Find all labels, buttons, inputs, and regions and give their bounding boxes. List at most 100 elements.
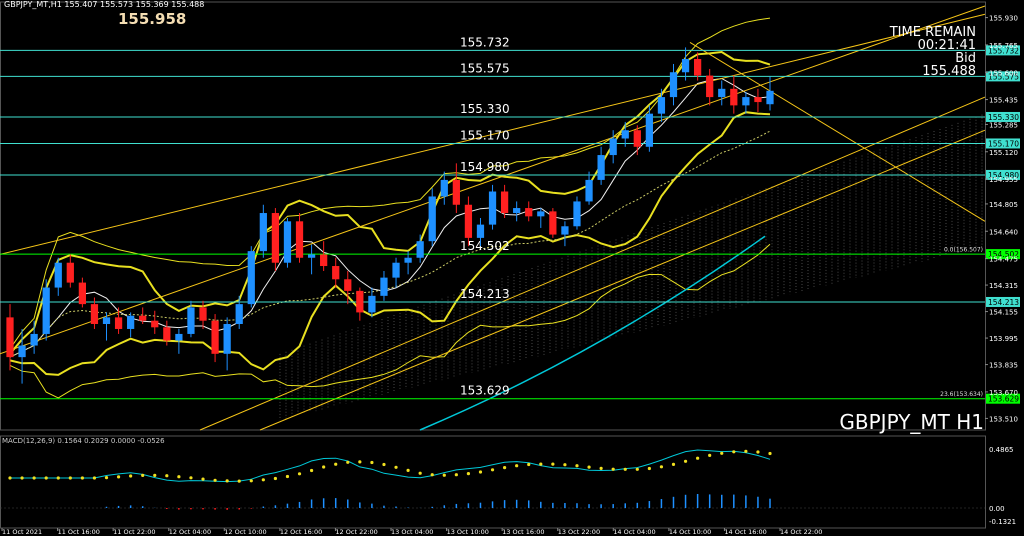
macd-signal-dot bbox=[454, 473, 458, 477]
y-tick-label: 155.285 bbox=[989, 121, 1018, 129]
x-tick-label: 13 Oct 04:00 bbox=[391, 528, 433, 536]
candle-body bbox=[428, 196, 436, 242]
macd-signal-dot bbox=[32, 476, 36, 480]
macd-signal-dot bbox=[744, 449, 748, 453]
macd-signal-dot bbox=[671, 462, 676, 466]
level-tag: 154.502 bbox=[988, 250, 1019, 259]
macd-signal-dot bbox=[756, 450, 760, 454]
chart-grid bbox=[0, 1, 986, 529]
candle-body bbox=[730, 88, 738, 106]
macd-signal-dot bbox=[225, 479, 229, 483]
macd-signal-dot bbox=[189, 476, 193, 480]
macd-signal-dot bbox=[201, 477, 205, 481]
bb-outer-lower bbox=[9, 243, 771, 399]
candle-body bbox=[332, 266, 340, 280]
y-tick-label: 153.510 bbox=[989, 415, 1018, 423]
horizontal-levels: 155.732 155.732 155.575 155.575 155.330 155.3… bbox=[0, 35, 1020, 404]
candle-body bbox=[307, 254, 316, 258]
bollinger-bands bbox=[9, 17, 771, 399]
y-tick-label: 154.955 bbox=[989, 176, 1018, 184]
macd-signal-dot bbox=[683, 459, 688, 463]
macd-signal-dot bbox=[297, 472, 302, 476]
macd-signal-dot bbox=[394, 465, 398, 469]
candle-body bbox=[742, 97, 750, 106]
candle-body bbox=[211, 320, 219, 354]
level-tag: 155.732 bbox=[988, 46, 1019, 55]
macd-signal-dot bbox=[623, 467, 627, 471]
candle-body bbox=[90, 304, 99, 324]
macd-signal-dot bbox=[249, 479, 253, 483]
candle-body bbox=[78, 282, 86, 305]
candle-body bbox=[151, 320, 159, 328]
candle-body bbox=[633, 130, 641, 147]
candle-body bbox=[525, 208, 533, 217]
candle-body bbox=[476, 224, 485, 238]
macd-signal-dot bbox=[478, 470, 483, 474]
bb-inner-upper bbox=[9, 50, 771, 355]
macd-signal-dot bbox=[563, 463, 567, 467]
fib-label: 23.6(153.634) bbox=[940, 391, 983, 398]
macd-pane-border bbox=[0, 435, 986, 529]
macd-signal-dot bbox=[322, 465, 326, 469]
level-tag: 155.330 bbox=[988, 113, 1019, 122]
candle-body bbox=[320, 254, 328, 267]
trend-line bbox=[259, 129, 986, 431]
x-tick-label: 12 Oct 04:00 bbox=[169, 528, 211, 536]
level-label: 153.629 bbox=[460, 384, 510, 398]
macd-signal-dot bbox=[165, 474, 169, 478]
macd-signal-dot bbox=[587, 465, 591, 469]
macd-signal-dot bbox=[503, 466, 507, 470]
macd-signal-dot bbox=[442, 473, 446, 477]
y-tick-label: 153.835 bbox=[989, 362, 1018, 370]
macd-signal-dot bbox=[358, 460, 362, 464]
y-tick-label: 154.155 bbox=[989, 309, 1018, 317]
candle-body bbox=[283, 221, 292, 263]
macd-signal-dot bbox=[20, 476, 24, 480]
level-tag-bg bbox=[986, 71, 1020, 82]
ma-fast bbox=[9, 77, 771, 358]
candle-body bbox=[597, 155, 605, 180]
macd-scale-label: -0.1321 bbox=[989, 518, 1016, 526]
macd-signal-dot bbox=[659, 465, 664, 469]
candle-body bbox=[175, 333, 183, 341]
candle-body bbox=[30, 333, 38, 346]
candle-body bbox=[18, 345, 26, 358]
candle-body bbox=[6, 317, 14, 358]
macd-pane: 0.4865 0.00 -0.1321 bbox=[0, 446, 1016, 526]
y-tick-label: 155.930 bbox=[989, 15, 1018, 23]
macd-signal-dot bbox=[116, 475, 121, 479]
x-tick-label: 14 Oct 10:00 bbox=[669, 528, 711, 536]
macd-signal-dot bbox=[539, 462, 543, 466]
candle-body bbox=[223, 324, 231, 354]
trend-line bbox=[0, 13, 986, 255]
candle-body bbox=[344, 279, 352, 291]
candle-body bbox=[102, 317, 111, 324]
candle-body bbox=[706, 75, 714, 98]
candle-body bbox=[609, 138, 617, 156]
macd-scale-label: 0.00 bbox=[989, 505, 1005, 513]
candle-body bbox=[645, 113, 653, 147]
bid-label: Bid bbox=[955, 51, 976, 66]
macd-signal-dot bbox=[237, 479, 241, 483]
candle-body bbox=[235, 304, 243, 324]
candles bbox=[6, 47, 774, 384]
candle-body bbox=[621, 130, 629, 139]
candle-body bbox=[404, 257, 412, 263]
x-tick-label: 14 Oct 04:00 bbox=[613, 528, 655, 536]
level-label: 154.502 bbox=[460, 239, 510, 253]
macd-signal-dot bbox=[768, 451, 772, 456]
candle-body bbox=[54, 262, 62, 288]
level-tag: 154.213 bbox=[988, 298, 1019, 307]
macd-signal-dot bbox=[551, 462, 555, 466]
macd-signal-dot bbox=[732, 450, 736, 454]
candle-body bbox=[114, 317, 123, 329]
candle-body bbox=[585, 179, 593, 202]
ichimoku-cloud bbox=[279, 114, 983, 421]
level-tag: 154.980 bbox=[988, 171, 1019, 180]
bid-value: 155.488 bbox=[922, 64, 976, 79]
macd-signal-dot bbox=[8, 476, 12, 480]
macd-signal-dot bbox=[708, 453, 712, 457]
y-tick-label: 155.435 bbox=[989, 97, 1018, 105]
candle-body bbox=[657, 97, 666, 114]
